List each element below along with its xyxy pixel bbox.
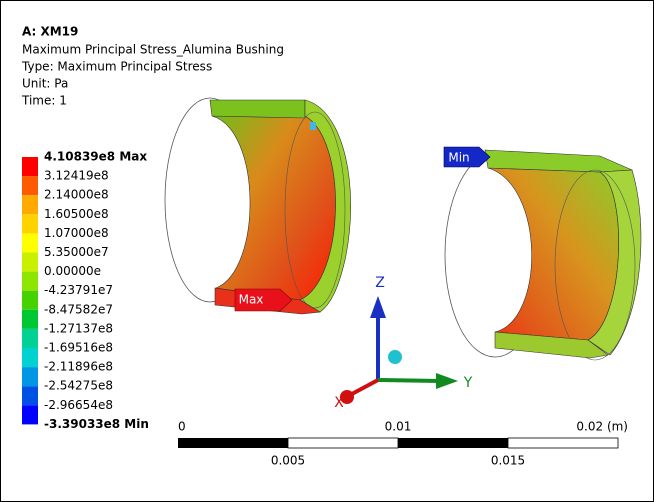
legend-label: 4.10839e8 Max <box>44 150 147 164</box>
legend-band <box>22 386 38 405</box>
max-probe: Max <box>235 289 292 311</box>
scale-label: 0.015 <box>491 454 525 468</box>
legend-label: -2.11896e8 <box>44 360 113 374</box>
legend-label: 0.00000e <box>44 264 101 278</box>
scale-label: 0.005 <box>271 454 305 468</box>
legend-label: -1.27137e8 <box>44 321 113 335</box>
header-line: Type: Maximum Principal Stress <box>21 60 212 74</box>
legend-label: 5.35000e7 <box>44 245 109 259</box>
header-line: Maximum Principal Stress_Alumina Bushing <box>22 43 284 57</box>
legend-label: 1.07000e8 <box>44 226 109 240</box>
legend-band <box>22 367 38 386</box>
legend-band <box>22 329 38 348</box>
legend-label: 1.60500e8 <box>44 207 109 221</box>
legend-band <box>22 272 38 291</box>
max-label: Max <box>239 293 264 307</box>
scale-label: 0.02 (m) <box>576 420 628 434</box>
legend-label: -2.54275e8 <box>44 379 113 393</box>
scale-bar <box>178 438 618 448</box>
scale-label: 0 <box>178 420 186 434</box>
legend-label: -3.39033e8 Min <box>44 417 149 431</box>
legend-band <box>22 348 38 367</box>
legend-band <box>22 405 38 424</box>
legend-band <box>22 233 38 252</box>
legend-label: 2.14000e8 <box>44 188 109 202</box>
legend-band <box>22 176 38 195</box>
legend-band <box>22 195 38 214</box>
legend-label: -1.69516e8 <box>44 341 113 355</box>
legend-label: 3.12419e8 <box>44 169 109 183</box>
y-label: Y <box>463 375 473 391</box>
legend-band <box>22 214 38 233</box>
legend-label: -4.23791e7 <box>44 283 113 297</box>
legend-band <box>22 157 38 176</box>
min-label: Min <box>448 151 469 165</box>
x-label: X <box>334 395 344 411</box>
z-label: Z <box>375 275 385 291</box>
legend-label: -8.47582e7 <box>44 302 113 316</box>
legend-band <box>22 253 38 272</box>
legend-label: -2.96654e8 <box>44 398 113 412</box>
result-view: A: XM19 Maximum Principal Stress_Alumina… <box>0 0 654 502</box>
result-title: A: XM19 <box>22 25 78 39</box>
legend-band <box>22 310 38 329</box>
page: A: XM19 Maximum Principal Stress_Alumina… <box>0 0 654 502</box>
scale-label: 0.01 <box>385 420 412 434</box>
header-line: Time: 1 <box>21 94 67 108</box>
header-line: Unit: Pa <box>22 77 68 91</box>
legend-band <box>22 291 38 310</box>
